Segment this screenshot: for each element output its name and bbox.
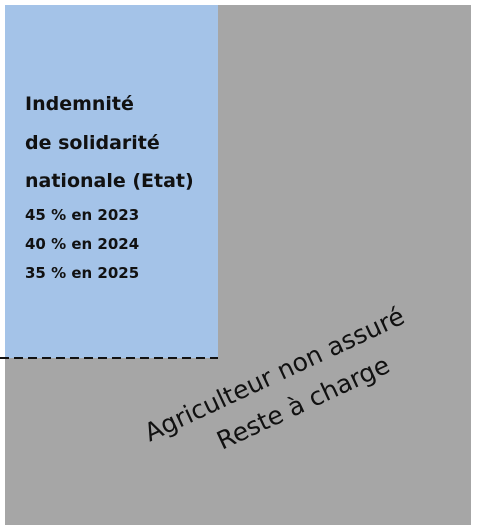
- state-box: [5, 5, 218, 358]
- state-line: Indemnité: [25, 93, 134, 115]
- state-line: de solidarité: [25, 132, 160, 154]
- state-line: nationale (Etat): [25, 170, 194, 192]
- state-labels: Indemnité de solidarité nationale (Etat)…: [25, 93, 194, 282]
- rate-line: 35 % en 2025: [25, 264, 139, 282]
- rate-line: 45 % en 2023: [25, 206, 139, 224]
- rate-line: 40 % en 2024: [25, 235, 139, 253]
